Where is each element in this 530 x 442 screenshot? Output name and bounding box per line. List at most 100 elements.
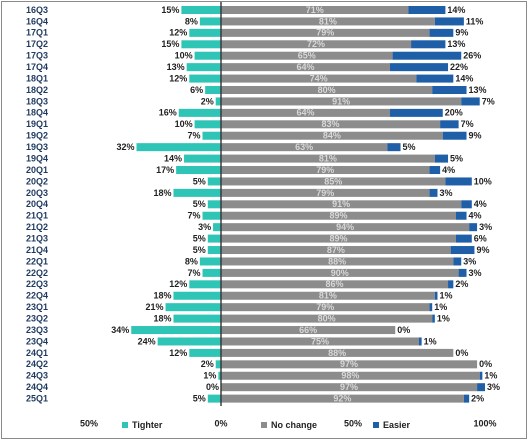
- data-label-no-change: 91%: [332, 199, 350, 209]
- bar-tighter: [213, 223, 221, 232]
- category-label: 20Q3: [26, 188, 48, 198]
- data-label-tighter: 5%: [193, 233, 206, 243]
- data-label-easier: 9%: [469, 131, 482, 141]
- legend-swatch: [122, 422, 128, 428]
- data-label-easier: 5%: [403, 142, 416, 152]
- bar-tighter: [184, 154, 221, 163]
- bar-no-change: [221, 108, 390, 117]
- bar-easier: [387, 143, 401, 152]
- bar-tighter: [176, 166, 221, 175]
- bar-no-change: [221, 383, 478, 392]
- bar-no-change: [221, 143, 388, 152]
- category-label: 23Q4: [26, 336, 48, 346]
- data-label-tighter: 2%: [201, 359, 214, 369]
- bar-tighter: [131, 326, 221, 335]
- data-label-tighter: 18%: [153, 188, 171, 198]
- data-label-easier: 20%: [445, 108, 463, 118]
- legend-label: Tighter: [132, 420, 163, 430]
- x-tick-label: 50%: [80, 418, 98, 428]
- data-label-easier: 0%: [479, 359, 492, 369]
- bar-tighter: [199, 257, 221, 266]
- bar-easier: [450, 246, 475, 255]
- data-label-easier: 1%: [439, 291, 452, 301]
- bar-tighter: [218, 371, 221, 380]
- data-label-tighter: 7%: [188, 211, 201, 221]
- bar-easier: [458, 268, 467, 277]
- bar-tighter: [178, 108, 221, 117]
- data-label-no-change: 97%: [340, 382, 358, 392]
- bar-tighter: [202, 211, 221, 220]
- bar-tighter: [202, 131, 221, 140]
- category-label: 24Q2: [26, 359, 48, 369]
- data-label-tighter: 12%: [169, 279, 187, 289]
- data-label-no-change: 63%: [295, 142, 313, 152]
- data-label-easier: 13%: [469, 85, 487, 95]
- bar-easier: [429, 166, 441, 175]
- data-label-no-change: 79%: [316, 165, 334, 175]
- category-label: 20Q4: [26, 199, 48, 209]
- category-label: 17Q2: [26, 39, 48, 49]
- data-label-no-change: 79%: [316, 188, 334, 198]
- data-label-no-change: 79%: [316, 28, 334, 38]
- bar-easier: [429, 28, 454, 37]
- bar-no-change: [221, 246, 451, 255]
- data-label-no-change: 89%: [329, 233, 347, 243]
- data-label-no-change: 81%: [319, 153, 337, 163]
- bar-tighter: [173, 291, 221, 300]
- data-label-easier: 7%: [482, 96, 495, 106]
- bar-no-change: [221, 188, 430, 197]
- bar-no-change: [221, 51, 393, 60]
- bar-tighter: [136, 143, 221, 152]
- data-label-no-change: 97%: [340, 359, 358, 369]
- data-label-easier: 9%: [476, 245, 489, 255]
- data-label-no-change: 88%: [328, 256, 346, 266]
- data-label-tighter: 18%: [153, 291, 171, 301]
- category-label: 17Q3: [26, 51, 48, 61]
- data-label-no-change: 87%: [327, 245, 345, 255]
- category-label: 25Q1: [26, 393, 48, 403]
- bar-easier: [429, 303, 433, 312]
- category-label: 24Q3: [26, 371, 48, 381]
- bar-tighter: [194, 51, 221, 60]
- bar-tighter: [207, 394, 221, 403]
- category-label: 18Q1: [26, 73, 48, 83]
- data-label-easier: 3%: [469, 268, 482, 278]
- data-label-easier: 3%: [479, 222, 492, 232]
- bar-no-change: [221, 337, 419, 346]
- bar-no-change: [221, 360, 478, 369]
- category-label: 17Q4: [26, 62, 48, 72]
- data-label-tighter: 15%: [161, 39, 179, 49]
- bar-no-change: [221, 17, 435, 26]
- data-label-easier: 7%: [461, 119, 474, 129]
- category-label: 21Q3: [26, 233, 48, 243]
- data-label-easier: 5%: [450, 153, 463, 163]
- bar-easier: [416, 74, 454, 83]
- legend-label: No change: [271, 420, 317, 430]
- data-label-tighter: 10%: [175, 119, 193, 129]
- data-label-easier: 14%: [447, 5, 465, 15]
- data-label-no-change: 90%: [331, 268, 349, 278]
- bar-no-change: [221, 223, 470, 232]
- bar-no-change: [221, 291, 435, 300]
- category-label: 16Q4: [26, 16, 48, 26]
- bar-no-change: [221, 303, 430, 312]
- data-label-no-change: 64%: [296, 108, 314, 118]
- bar-easier: [389, 108, 443, 117]
- data-label-easier: 22%: [450, 62, 468, 72]
- data-label-no-change: 75%: [311, 336, 329, 346]
- data-label-no-change: 65%: [298, 51, 316, 61]
- category-label: 22Q3: [26, 279, 48, 289]
- category-label: 18Q4: [26, 108, 48, 118]
- data-label-easier: 11%: [466, 16, 484, 26]
- data-label-tighter: 6%: [190, 85, 203, 95]
- bar-tighter: [202, 268, 221, 277]
- bar-tighter: [207, 177, 221, 186]
- bar-no-change: [221, 28, 430, 37]
- data-label-no-change: 80%: [318, 85, 336, 95]
- legend-swatch: [261, 422, 267, 428]
- data-label-tighter: 5%: [193, 199, 206, 209]
- data-label-easier: 3%: [487, 382, 500, 392]
- bar-no-change: [221, 6, 409, 14]
- bar-tighter: [215, 360, 221, 369]
